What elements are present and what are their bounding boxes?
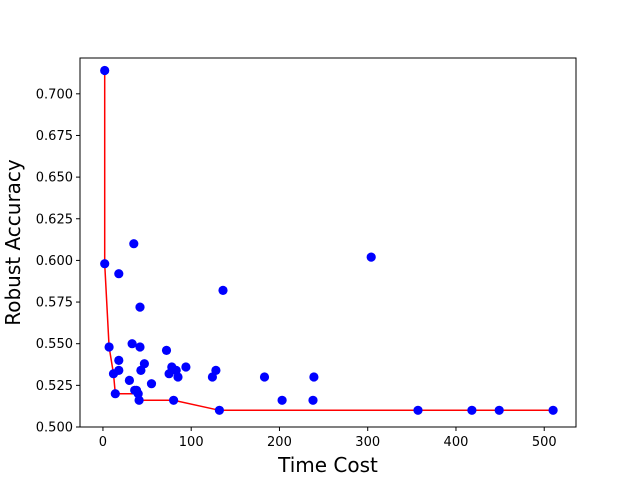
x-tick-label: 100: [179, 435, 204, 450]
pareto-frontier-line: [103, 70, 554, 412]
scatter-point: [366, 252, 376, 262]
scatter-point: [218, 285, 228, 295]
x-tick-label: 300: [355, 435, 380, 450]
x-tick-label: 0: [99, 435, 107, 450]
x-tick-label: 500: [532, 435, 557, 450]
y-tick-label: 0.600: [36, 254, 73, 269]
y-axis-ticks: 0.500 0.525 0.550 0.575 0.600 0.625 0.650 0.675…: [36, 87, 80, 436]
y-tick-label: 0.575: [36, 296, 73, 311]
x-axis-label: Time Cost: [277, 453, 378, 477]
y-axis-label: Robust Accuracy: [1, 159, 25, 326]
y-tick-label: 0.700: [36, 87, 73, 102]
scatter-point: [135, 342, 145, 352]
scatter-point: [308, 395, 318, 405]
scatter-point: [169, 395, 179, 405]
y-tick-label: 0.550: [36, 337, 73, 352]
scatter-point: [548, 405, 558, 415]
scatter-point: [114, 355, 124, 365]
scatter-point: [173, 372, 183, 382]
scatter-point: [277, 395, 287, 405]
plot-frame: [79, 57, 577, 428]
y-tick-label: 0.525: [36, 379, 73, 394]
scatter-point: [139, 359, 149, 369]
y-tick-label: 0.625: [36, 212, 73, 227]
scatter-point: [161, 345, 172, 355]
scatter-points-layer: [100, 65, 558, 415]
pareto-frontier-layer: [103, 70, 554, 412]
scatter-point: [114, 365, 124, 375]
y-tick-label: 0.500: [36, 421, 73, 436]
scatter-point: [124, 375, 134, 385]
scatter-point: [100, 65, 110, 76]
x-axis-ticks: 0 100 200 300 400 500: [99, 427, 557, 450]
scatter-point: [104, 342, 114, 352]
scatter-point: [146, 379, 157, 389]
scatter-point: [135, 302, 145, 312]
scatter-point: [413, 405, 423, 415]
scatter-point: [214, 405, 224, 415]
scatter-point: [211, 365, 221, 375]
scatter-point: [134, 395, 144, 405]
y-tick-label: 0.675: [36, 129, 73, 144]
scatter-point: [259, 372, 270, 382]
scatter-point: [309, 372, 319, 382]
scatter-point: [129, 239, 139, 249]
scatter-point: [467, 405, 477, 415]
x-tick-label: 200: [267, 435, 292, 450]
scatter-point: [127, 339, 137, 349]
scatter-point: [494, 405, 504, 415]
scatter-point: [110, 389, 120, 399]
y-tick-label: 0.650: [36, 171, 73, 186]
scatter-point: [181, 362, 191, 372]
plot-area: [79, 57, 577, 428]
x-tick-label: 400: [444, 435, 469, 450]
scatter-point: [100, 259, 110, 269]
scatter-point: [114, 269, 124, 279]
